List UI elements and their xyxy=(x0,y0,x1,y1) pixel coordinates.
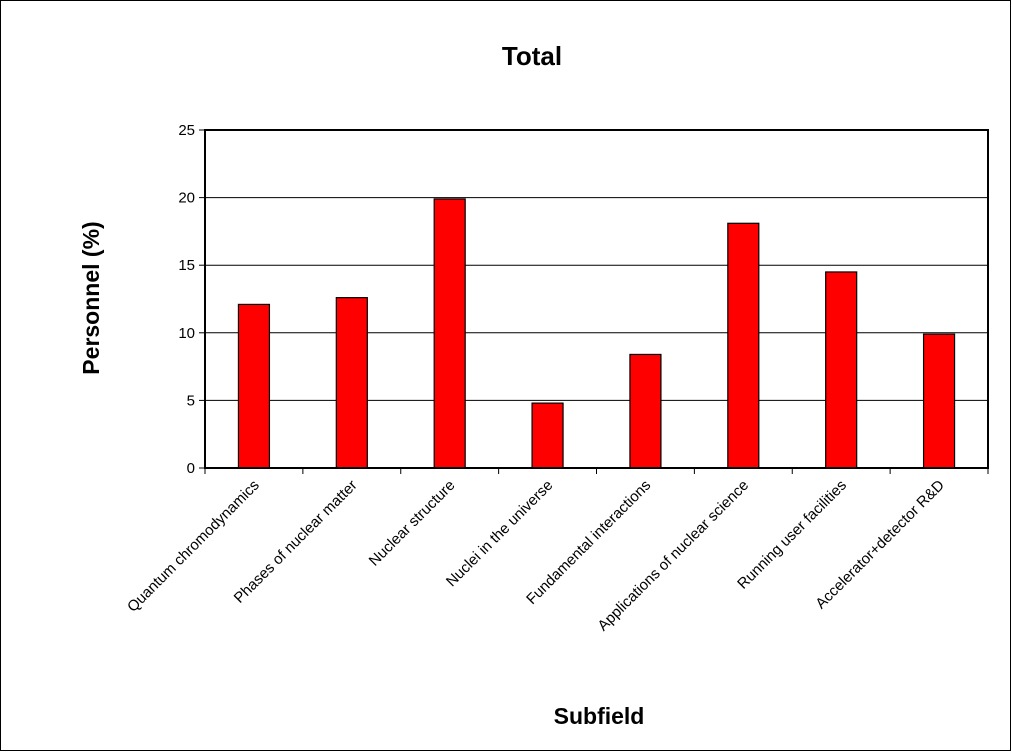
y-tick-label: 5 xyxy=(187,392,195,409)
y-tick-label: 10 xyxy=(178,325,195,342)
bar xyxy=(433,198,466,469)
bar xyxy=(727,222,760,469)
y-tick-label: 20 xyxy=(178,190,195,207)
chart-title: Total xyxy=(502,41,562,71)
gridlines xyxy=(205,129,988,401)
x-category-label: Nuclear structure xyxy=(366,477,459,570)
x-category-label: Running user facilities xyxy=(734,477,850,593)
bar xyxy=(825,271,858,469)
x-axis-title: Subfield xyxy=(554,703,645,729)
plot-area-border xyxy=(204,129,989,469)
bar xyxy=(335,297,368,469)
y-axis-ticks: 0 5 10 15 20 25 xyxy=(178,122,205,477)
x-category-label: Nuclei in the universe xyxy=(443,477,556,590)
y-axis-title: Personnel (%) xyxy=(78,221,104,374)
y-tick-label: 15 xyxy=(178,257,195,274)
axes xyxy=(204,129,989,469)
y-tick-label: 0 xyxy=(187,460,195,477)
bar xyxy=(922,333,956,469)
bar-series xyxy=(237,198,956,469)
bar xyxy=(531,402,564,469)
y-tick-label: 25 xyxy=(178,122,195,139)
bar xyxy=(629,353,662,469)
bar xyxy=(237,303,271,469)
